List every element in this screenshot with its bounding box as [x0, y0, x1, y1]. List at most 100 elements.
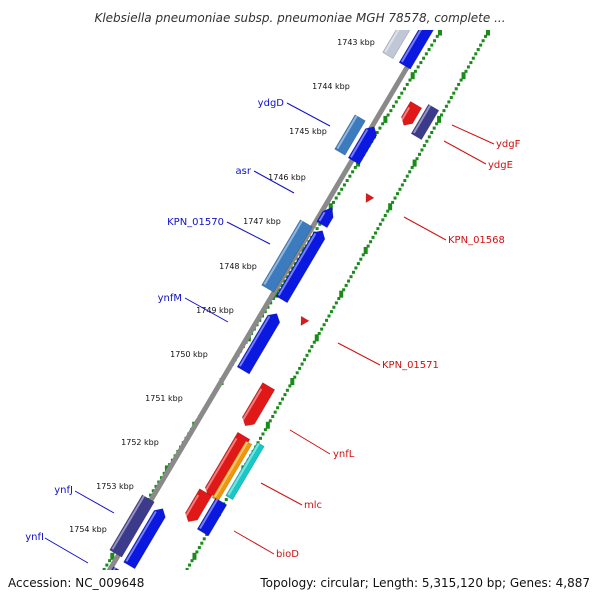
gene-label-ynfJ[interactable]: ynfJ [54, 485, 73, 496]
left-tick-mark [375, 130, 379, 134]
kbp-label: 1750 kbp [170, 350, 208, 359]
right-tick-mark [437, 115, 442, 123]
right-tick-mark [300, 362, 304, 366]
left-tick-mark [89, 590, 92, 593]
right-tick-mark [310, 345, 314, 349]
right-tick-mark [283, 393, 287, 397]
kbp-label: 1755 kbp [41, 569, 79, 578]
right-tick-mark [354, 266, 358, 270]
kbp-label: 1746 kbp [268, 173, 306, 182]
right-tick-mark [185, 567, 189, 570]
gene-feature-bioD[interactable] [196, 497, 228, 537]
right-tick-mark [469, 61, 473, 65]
map-title: Klebsiella pneumoniae subsp. pneumoniae … [94, 11, 505, 25]
left-tick-mark [340, 187, 344, 191]
right-tick-mark [173, 590, 176, 593]
gene-label-mlc[interactable]: mlc [304, 500, 322, 511]
right-tick-mark [415, 157, 419, 161]
left-tick-mark [293, 262, 297, 266]
right-tick-mark [303, 358, 307, 362]
left-tick-mark [433, 39, 437, 43]
gene-feature-KPN_01570[interactable] [261, 219, 313, 293]
left-tick-mark [430, 43, 434, 47]
right-tick-mark [373, 231, 377, 235]
gene-label-ynfI[interactable]: ynfI [25, 532, 44, 543]
gene-labels: ydgD asr KPN_01570 ynfM ynfJ ynfI ydgF ydgE KPN_… [25, 98, 521, 564]
left-tick-mark [438, 30, 442, 36]
left-tick-mark [151, 489, 155, 493]
left-tick-mark [277, 288, 281, 292]
left-tick-mark [405, 82, 409, 86]
label-leader-line [286, 102, 331, 127]
right-tick-mark [425, 139, 429, 143]
gene-label-bioD[interactable]: bioD [276, 549, 299, 560]
gene-label-KPN_01571[interactable]: KPN_01571 [382, 360, 439, 371]
right-tick-mark [290, 378, 295, 386]
gene-feature-ynfL[interactable] [239, 382, 276, 430]
left-tick-mark [282, 279, 286, 283]
gene-feature-small[interactable] [316, 204, 338, 229]
gene-feature-KPN_01570-b[interactable] [275, 227, 328, 304]
gene-feature-asr[interactable] [347, 123, 380, 165]
gene-label-ynfL[interactable]: ynfL [333, 449, 355, 460]
right-tick-mark [430, 130, 434, 134]
gene-feature-ydgF[interactable] [398, 100, 423, 128]
right-tick-mark [176, 585, 179, 588]
right-tick-mark [405, 174, 409, 178]
gene-label-ydgF[interactable]: ydgF [496, 139, 521, 150]
right-tick-mark [192, 552, 197, 560]
gene-feature-top[interactable] [398, 11, 441, 70]
right-tick-mark [305, 353, 309, 357]
left-tick-mark [378, 126, 382, 130]
gene-feature-mlc-cyan[interactable] [225, 441, 265, 501]
left-tick-mark [408, 78, 412, 82]
right-tick-mark [171, 594, 174, 597]
gene-label-KPN_01570[interactable]: KPN_01570 [167, 217, 224, 228]
gene-label-ynfM[interactable]: ynfM [158, 293, 182, 304]
right-tick-mark [329, 310, 333, 314]
label-leader-line [226, 221, 271, 245]
left-tick-mark [337, 192, 341, 196]
kbp-label: 1745 kbp [289, 127, 327, 136]
right-tick-mark [339, 290, 344, 298]
gene-label-KPN_01568[interactable]: KPN_01568 [448, 235, 505, 246]
gene-feature-ydgD[interactable] [334, 114, 366, 156]
right-tick-mark [349, 275, 353, 279]
left-tick-mark [435, 34, 439, 38]
gene-feature-bioD-red[interactable] [182, 488, 213, 525]
left-tick-mark [108, 559, 112, 563]
label-leader-line [289, 429, 331, 455]
right-tick-mark [398, 187, 402, 191]
kbp-label: 1748 kbp [219, 262, 257, 271]
gene-label-ydgD[interactable]: ydgD [258, 98, 285, 109]
left-tick-mark [269, 301, 273, 305]
gene-feature-ynfJ[interactable] [109, 494, 155, 558]
right-tick-mark [418, 152, 422, 156]
left-tick-mark [413, 69, 417, 73]
right-tick-mark [427, 135, 431, 139]
left-tick-mark [381, 122, 385, 126]
gene-feature-KPN_01571[interactable] [297, 315, 310, 327]
right-tick-mark [454, 87, 458, 91]
gene-label-asr[interactable]: asr [236, 166, 252, 177]
left-tick-mark [397, 96, 401, 100]
gene-feature-ydgE[interactable] [410, 103, 440, 141]
right-tick-mark [481, 39, 485, 43]
right-tick-mark [295, 371, 299, 375]
right-tick-mark [486, 30, 490, 36]
right-tick-mark [449, 96, 453, 100]
gene-feature-ynfI[interactable] [123, 505, 169, 570]
gene-feature-KPN_01568[interactable] [362, 192, 375, 204]
gene-feature-ynfM[interactable] [236, 310, 283, 375]
gene-feature-grey[interactable] [382, 21, 412, 59]
gene-feature-mlc-red[interactable] [202, 431, 251, 499]
right-tick-mark [432, 126, 436, 130]
right-tick-mark [168, 597, 172, 600]
right-tick-mark [440, 113, 444, 117]
right-tick-mark [263, 428, 267, 432]
right-tick-mark [435, 122, 439, 126]
label-leader-line [184, 297, 229, 323]
kbp-label: 1747 kbp [243, 217, 281, 226]
gene-features [98, 11, 441, 570]
gene-label-ydgE[interactable]: ydgE [488, 160, 513, 171]
